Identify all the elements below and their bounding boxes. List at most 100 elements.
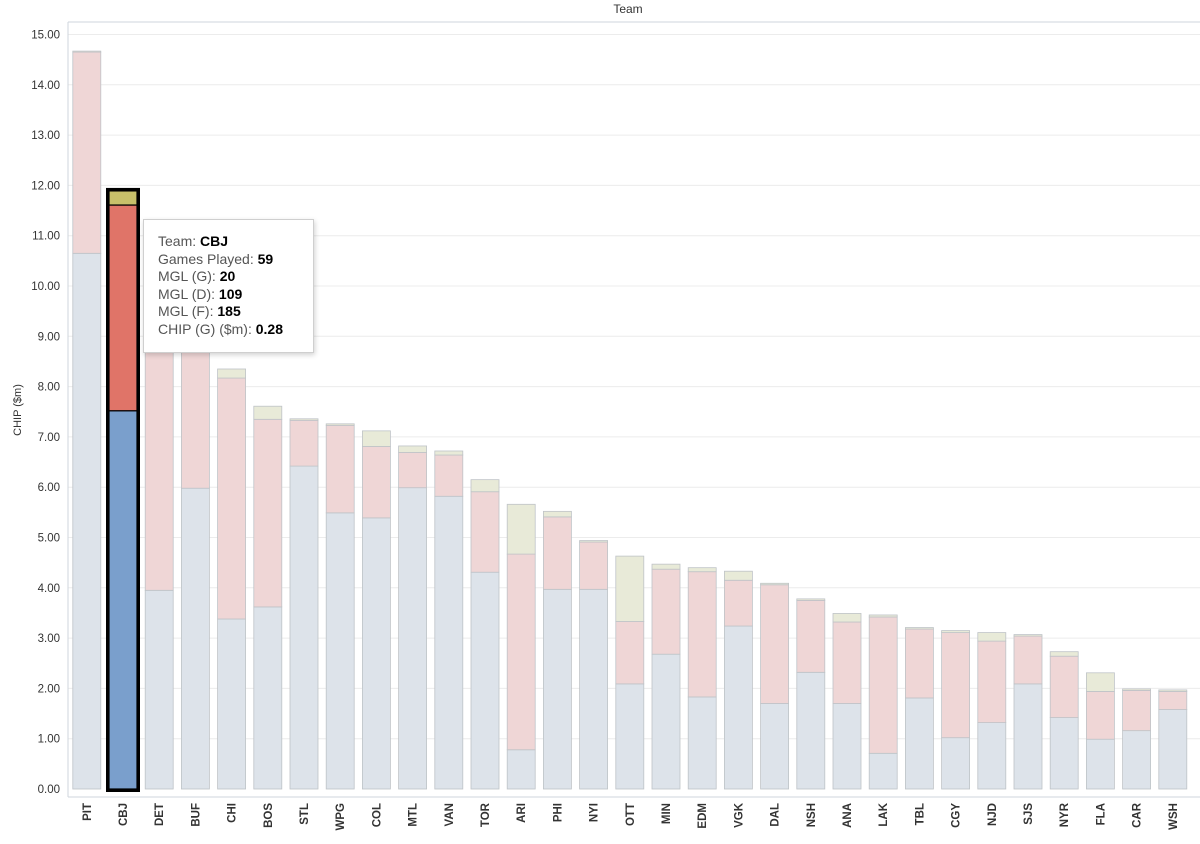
x-tick-label-njd: NJD <box>987 803 999 826</box>
y-tick-label: 11.00 <box>32 231 60 243</box>
tooltip-mglg-row: MGL (G): 20 <box>158 268 313 286</box>
y-tick-label: 1.00 <box>38 734 60 746</box>
y-tick-label: 10.00 <box>31 281 60 293</box>
x-tick-label-buf: BUF <box>190 803 202 827</box>
x-tick-label-vgk: VGK <box>733 802 745 828</box>
bar-cgy-segment-1 <box>941 737 970 790</box>
tooltip-mglf-label: MGL (F): <box>158 303 218 319</box>
bar-edm-segment-3 <box>687 567 717 573</box>
bar-wsh-segment-3 <box>1158 689 1188 692</box>
bar-mtl-segment-3 <box>398 445 428 453</box>
x-tick-label-ari: ARI <box>516 803 528 823</box>
x-tick-label-ott: OTT <box>625 803 637 826</box>
x-tick-label-stl: STL <box>299 803 311 825</box>
bar-nyr-segment-2 <box>1049 655 1079 718</box>
bar-det-segment-1 <box>144 589 174 790</box>
y-tick-label: 14.00 <box>31 80 60 92</box>
y-tick-label: 6.00 <box>38 482 60 494</box>
tooltip-games-value: 59 <box>257 250 274 267</box>
bar-fla-segment-1 <box>1086 738 1115 790</box>
bar-car-segment-3 <box>1122 688 1151 691</box>
bar-edm-segment-1 <box>687 696 717 790</box>
tooltip-chip-row: CHIP (G) ($m): 0.28 <box>158 321 313 339</box>
bar-nyi-segment-2 <box>579 541 608 590</box>
bar-nyr-segment-1 <box>1049 717 1079 790</box>
bar-phi-segment-2 <box>543 516 572 590</box>
chart-title: Team <box>613 2 642 16</box>
bar-njd-segment-2 <box>977 640 1007 724</box>
bar-tor-segment-3 <box>470 479 500 493</box>
bar-tor-segment-2 <box>470 491 500 573</box>
x-tick-label-lak: LAK <box>878 802 890 826</box>
x-tick-label-det: DET <box>154 803 166 826</box>
x-tick-label-wsh: WSH <box>1168 803 1180 830</box>
y-axis-label: CHIP ($m) <box>12 384 24 436</box>
tooltip-games-label: Games Played: <box>158 250 258 267</box>
tooltip-mglg-value: 20 <box>219 268 236 284</box>
bar-cgy-segment-3 <box>941 630 970 633</box>
bar-stl-segment-1 <box>289 465 319 790</box>
bar-wpg-segment-2 <box>325 424 355 514</box>
y-tick-label: 13.00 <box>31 130 60 142</box>
bar-cbj-segment-2 <box>108 204 138 412</box>
bar-chi-segment-3 <box>217 368 247 379</box>
bar-cgy-segment-2 <box>941 632 970 739</box>
bar-nsh-segment-1 <box>796 671 826 790</box>
x-tick-label-min: MIN <box>661 803 673 824</box>
bar-ott-segment-2 <box>615 621 645 685</box>
x-tick-label-phi: PHI <box>552 803 564 822</box>
bar-ott-segment-1 <box>615 683 645 790</box>
bar-wpg-segment-3 <box>325 423 355 426</box>
bar-ari-segment-3 <box>506 503 536 555</box>
tooltip-mgld-label: MGL (D): <box>158 285 219 302</box>
bar-bos-segment-1 <box>253 606 283 790</box>
bar-tbl-segment-2 <box>905 628 934 699</box>
y-tick-label: 8.00 <box>38 382 60 394</box>
bar-fla-segment-3 <box>1086 672 1115 692</box>
bar-car-segment-1 <box>1122 730 1151 790</box>
bar-van-segment-2 <box>434 454 464 497</box>
bar-col-segment-2 <box>361 446 391 519</box>
bar-buf-segment-2 <box>180 345 210 489</box>
bar-ari-segment-1 <box>506 749 536 790</box>
bar-stl-segment-3 <box>289 418 319 421</box>
tooltip-mgld-value: 109 <box>218 285 243 302</box>
bar-buf-segment-1 <box>180 487 210 790</box>
bar-bos-segment-2 <box>253 418 283 608</box>
bar-mtl-segment-1 <box>398 487 428 790</box>
bar-col-segment-3 <box>361 430 391 447</box>
tooltip-mgld-row: MGL (D): 109 <box>158 286 313 304</box>
x-tick-label-nyr: NYR <box>1059 802 1071 827</box>
bar-tbl-segment-1 <box>905 697 934 790</box>
bar-lak-segment-3 <box>868 614 898 618</box>
bar-bos-segment-3 <box>253 405 283 420</box>
bar-van-segment-1 <box>434 495 464 790</box>
bar-cbj-highlight-outline <box>106 187 140 793</box>
bar-phi-segment-1 <box>543 588 572 790</box>
bar-sjs-segment-2 <box>1013 635 1043 685</box>
x-tick-label-cbj: CBJ <box>118 803 130 826</box>
y-tick-label: 9.00 <box>38 331 60 343</box>
tooltip-team-row: Team: CBJ <box>158 233 313 251</box>
bar-mtl-segment-2 <box>398 452 428 489</box>
bar-nsh-segment-3 <box>796 598 826 601</box>
bar-chi-segment-1 <box>217 618 247 790</box>
bar-car-segment-2 <box>1122 690 1151 732</box>
bars <box>72 50 1188 793</box>
x-tick-label-cgy: CGY <box>951 803 963 828</box>
bar-ana-segment-2 <box>832 621 862 704</box>
bar-ott-segment-3 <box>615 555 645 622</box>
y-axis-ticks: 0.00 1.00 2.00 3.00 4.00 5.00 6.00 7.00 8.00 9.00… <box>31 30 60 797</box>
y-tick-label: 5.00 <box>38 533 60 545</box>
bar-nsh-segment-2 <box>796 599 826 673</box>
bar-nyr-segment-3 <box>1049 651 1079 657</box>
x-tick-label-nsh: NSH <box>806 803 818 827</box>
tooltip-team-value: CBJ <box>200 233 229 249</box>
bar-sjs-segment-1 <box>1013 683 1043 790</box>
x-tick-label-fla: FLA <box>1095 803 1107 825</box>
bar-chi-segment-2 <box>217 377 247 620</box>
x-tick-label-dal: DAL <box>770 803 782 827</box>
tooltip-mglf-row: MGL (F): 185 <box>158 303 313 321</box>
